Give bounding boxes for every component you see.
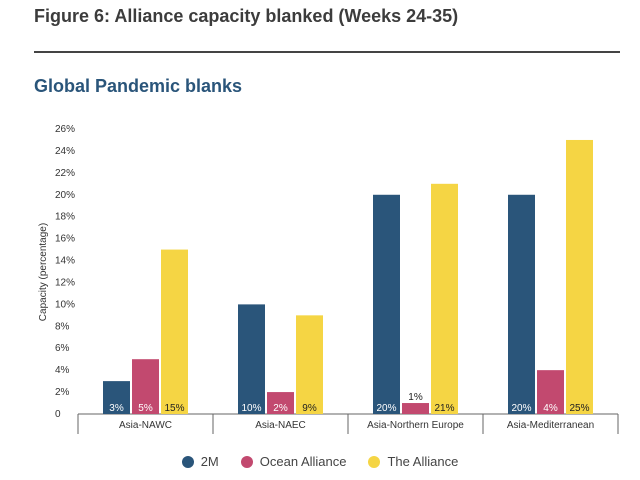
- x-category-label: Asia-Mediterranean: [507, 420, 594, 431]
- y-tick-label: 14%: [55, 256, 75, 267]
- legend-item-the-alliance: The Alliance: [368, 454, 458, 469]
- data-label: 21%: [434, 403, 454, 414]
- data-label: 20%: [511, 403, 531, 414]
- y-tick-label: 26%: [55, 124, 75, 135]
- bar: [537, 370, 564, 414]
- y-tick-label: 22%: [55, 168, 75, 179]
- x-category-label: Asia-NAWC: [119, 420, 172, 431]
- bar: [267, 392, 294, 414]
- data-label: 4%: [543, 403, 558, 414]
- legend-label-the-alliance: The Alliance: [387, 454, 459, 469]
- data-label: 5%: [138, 403, 153, 414]
- y-tick-label: 0: [55, 409, 61, 420]
- bar: [373, 194, 400, 414]
- legend-swatch-the-alliance: [368, 455, 381, 468]
- bar: [296, 315, 323, 414]
- y-tick-label: 20%: [55, 190, 75, 201]
- legend-label-2m: 2M: [200, 454, 219, 469]
- data-label: 15%: [164, 403, 184, 414]
- bar: [238, 304, 265, 414]
- bar: [508, 194, 535, 414]
- y-axis-label: Capacity (percentage): [38, 223, 49, 321]
- title-divider: [34, 51, 620, 53]
- data-label: 10%: [241, 403, 261, 414]
- x-category-label: Asia-NAEC: [255, 420, 306, 431]
- legend: 2M Ocean Alliance The Alliance: [0, 454, 640, 469]
- bar: [566, 139, 593, 414]
- data-label: 20%: [376, 403, 396, 414]
- bar: [132, 359, 159, 414]
- y-tick-label: 24%: [55, 146, 75, 157]
- y-tick-label: 16%: [55, 234, 75, 245]
- bar: [402, 403, 429, 414]
- y-tick-label: 2%: [55, 387, 70, 398]
- y-tick-label: 18%: [55, 212, 75, 223]
- legend-swatch-2m: [181, 455, 194, 468]
- bar: [103, 381, 130, 414]
- bar: [431, 183, 458, 414]
- y-tick-label: 4%: [55, 365, 70, 376]
- y-tick-label: 8%: [55, 321, 70, 332]
- data-label: 25%: [569, 403, 589, 414]
- legend-item-ocean-alliance: Ocean Alliance: [240, 454, 347, 469]
- data-label: 9%: [302, 403, 317, 414]
- data-label: 3%: [109, 403, 124, 414]
- figure-title: Figure 6: Alliance capacity blanked (Wee…: [34, 6, 459, 26]
- data-label: 2%: [273, 403, 288, 414]
- legend-item-2m: 2M: [181, 454, 219, 469]
- x-category-label: Asia-Northern Europe: [367, 420, 464, 431]
- y-tick-label: 6%: [55, 343, 70, 354]
- bar: [161, 249, 188, 414]
- y-tick-label: 12%: [55, 277, 75, 288]
- data-label: 1%: [408, 392, 423, 403]
- y-tick-label: 10%: [55, 299, 75, 310]
- legend-label-ocean-alliance: Ocean Alliance: [259, 454, 347, 469]
- chart-title: Global Pandemic blanks: [34, 76, 243, 96]
- legend-swatch-ocean-alliance: [240, 455, 253, 468]
